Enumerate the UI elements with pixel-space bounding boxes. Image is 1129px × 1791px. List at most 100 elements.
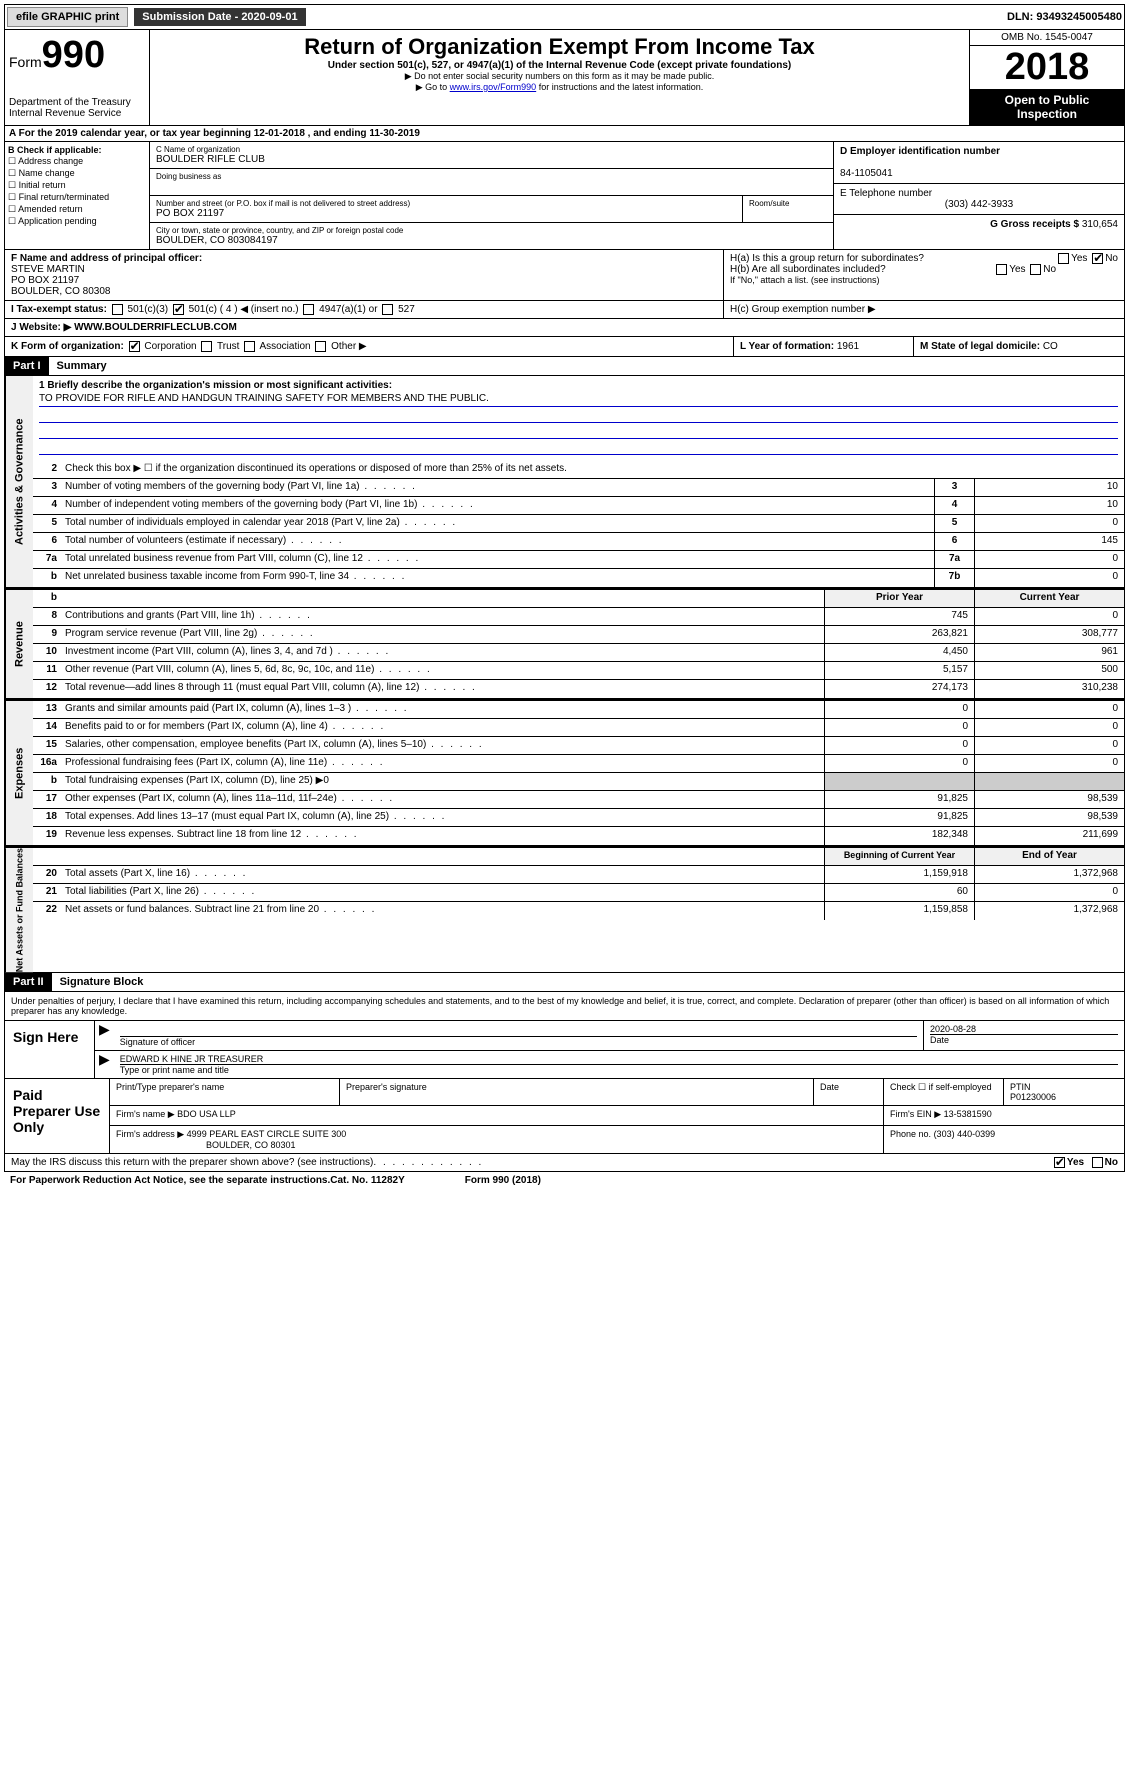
group-exemption-cell: H(c) Group exemption number ▶	[724, 301, 1124, 318]
tax-year: 2018	[970, 46, 1124, 89]
prep-date-header: Date	[814, 1079, 884, 1105]
tax-exempt-cell: I Tax-exempt status: 501(c)(3) 501(c) ( …	[5, 301, 724, 318]
cb-501c[interactable]	[173, 304, 184, 315]
firm-name: BDO USA LLP	[177, 1109, 236, 1119]
cb-other[interactable]	[315, 341, 326, 352]
firm-ein: 13-5381590	[944, 1109, 992, 1119]
part1-header: Part I	[5, 357, 49, 375]
arrow-icon: ▶	[95, 1021, 114, 1050]
discuss-yes[interactable]	[1054, 1157, 1065, 1168]
cb-address-change[interactable]: ☐ Address change	[8, 156, 146, 167]
rev-line: 8Contributions and grants (Part VIII, li…	[33, 608, 1124, 626]
rev-line: 10Investment income (Part VIII, column (…	[33, 644, 1124, 662]
cb-trust[interactable]	[201, 341, 212, 352]
cb-corp[interactable]	[129, 341, 140, 352]
hb-no[interactable]	[1030, 264, 1041, 275]
exp-line: 13Grants and similar amounts paid (Part …	[33, 701, 1124, 719]
gov-line: 3Number of voting members of the governi…	[33, 479, 1124, 497]
cb-501c3[interactable]	[112, 304, 123, 315]
officer-name: STEVE MARTIN	[11, 264, 85, 275]
top-bar: efile GRAPHIC print Submission Date - 20…	[4, 4, 1125, 30]
sign-date: 2020-08-28	[930, 1024, 1118, 1034]
part2-header: Part II	[5, 973, 52, 991]
discuss-no[interactable]	[1092, 1157, 1103, 1168]
cb-amended[interactable]: ☐ Amended return	[8, 204, 146, 215]
cb-assoc[interactable]	[244, 341, 255, 352]
date-label: Date	[930, 1034, 1118, 1045]
gov-line: 2Check this box ▶ ☐ if the organization …	[33, 461, 1124, 479]
dept-label: Department of the Treasury	[9, 97, 145, 108]
cb-initial-return[interactable]: ☐ Initial return	[8, 180, 146, 191]
cb-application-pending[interactable]: ☐ Application pending	[8, 216, 146, 227]
discuss-row: May the IRS discuss this return with the…	[4, 1154, 1125, 1172]
room-suite-cell: Room/suite	[743, 196, 833, 222]
gov-line: 4Number of independent voting members of…	[33, 497, 1124, 515]
officer-cell: F Name and address of principal officer:…	[5, 250, 724, 300]
form-note1: ▶ Do not enter social security numbers o…	[154, 71, 965, 82]
hb-yes[interactable]	[996, 264, 1007, 275]
rev-line: 9Program service revenue (Part VIII, lin…	[33, 626, 1124, 644]
ein-cell: D Employer identification number 84-1105…	[834, 142, 1124, 184]
prep-sig-header: Preparer's signature	[340, 1079, 814, 1105]
exp-line: 15Salaries, other compensation, employee…	[33, 737, 1124, 755]
firm-phone-cell: Phone no. (303) 440-0399	[884, 1126, 1124, 1153]
submission-date: Submission Date - 2020-09-01	[134, 8, 305, 26]
year-formation: L Year of formation: 1961	[734, 337, 914, 356]
exp-line: 18Total expenses. Add lines 13–17 (must …	[33, 809, 1124, 827]
mission-text: TO PROVIDE FOR RIFLE AND HANDGUN TRAININ…	[39, 393, 1118, 407]
paid-preparer-label: Paid Preparer Use Only	[5, 1079, 110, 1153]
irs-label: Internal Revenue Service	[9, 108, 145, 119]
form990-link[interactable]: www.irs.gov/Form990	[450, 82, 537, 92]
officer-printed-name: EDWARD K HINE JR TREASURER	[120, 1054, 1118, 1064]
form-header: Form990 Department of the Treasury Inter…	[4, 30, 1125, 126]
begin-year-header: Beginning of Current Year	[824, 848, 974, 865]
cb-name-change[interactable]: ☐ Name change	[8, 168, 146, 179]
omb-number: OMB No. 1545-0047	[970, 30, 1124, 46]
phone-cell: E Telephone number (303) 442-3933	[834, 184, 1124, 215]
part2-title: Signature Block	[52, 973, 152, 991]
firm-addr1: 4999 PEARL EAST CIRCLE SUITE 300	[187, 1129, 347, 1139]
exp-line: 14Benefits paid to or for members (Part …	[33, 719, 1124, 737]
ha-no[interactable]	[1092, 253, 1103, 264]
efile-badge[interactable]: efile GRAPHIC print	[7, 7, 128, 27]
gov-line: 6Total number of volunteers (estimate if…	[33, 533, 1124, 551]
org-name-cell: C Name of organization BOULDER RIFLE CLU…	[150, 142, 833, 169]
info-grid: B Check if applicable: ☐ Address change …	[4, 142, 1125, 250]
net-line: 20Total assets (Part X, line 16)1,159,91…	[33, 866, 1124, 884]
rev-line: 12Total revenue—add lines 8 through 11 (…	[33, 680, 1124, 698]
city-cell: City or town, state or province, country…	[150, 223, 833, 249]
tax-year-line: A For the 2019 calendar year, or tax yea…	[4, 126, 1125, 142]
exp-label: Expenses	[5, 701, 33, 845]
prep-name-header: Print/Type preparer's name	[110, 1079, 340, 1105]
cat-no: Cat. No. 11282Y	[330, 1175, 404, 1186]
firm-addr2: BOULDER, CO 80301	[206, 1140, 296, 1150]
firm-ein-cell: Firm's EIN ▶ 13-5381590	[884, 1106, 1124, 1125]
exp-line: 17Other expenses (Part IX, column (A), l…	[33, 791, 1124, 809]
footer: For Paperwork Reduction Act Notice, see …	[4, 1172, 1125, 1189]
box-b: B Check if applicable: ☐ Address change …	[5, 142, 150, 249]
current-year-header: Current Year	[974, 590, 1124, 607]
cb-4947[interactable]	[303, 304, 314, 315]
street-address: PO BOX 21197	[156, 208, 736, 219]
org-name: BOULDER RIFLE CLUB	[156, 154, 827, 165]
mission-area: 1 Briefly describe the organization's mi…	[33, 376, 1124, 461]
part1-title: Summary	[49, 357, 115, 375]
ptin-cell: PTINP01230006	[1004, 1079, 1124, 1105]
prior-year-header: Prior Year	[824, 590, 974, 607]
cb-final-return[interactable]: ☐ Final return/terminated	[8, 192, 146, 203]
arrow-icon: ▶	[95, 1051, 114, 1078]
perjury-statement: Under penalties of perjury, I declare th…	[4, 992, 1125, 1021]
rev-line: 11Other revenue (Part VIII, column (A), …	[33, 662, 1124, 680]
prep-selfemp: Check ☐ if self-employed	[884, 1079, 1004, 1105]
form-of-org: K Form of organization: Corporation Trus…	[5, 337, 734, 356]
end-year-header: End of Year	[974, 848, 1124, 865]
cb-527[interactable]	[382, 304, 393, 315]
sign-here-label: Sign Here	[5, 1021, 95, 1078]
pra-notice: For Paperwork Reduction Act Notice, see …	[10, 1175, 330, 1186]
gov-label: Activities & Governance	[5, 376, 33, 587]
name-title-label: Type or print name and title	[120, 1064, 1118, 1075]
ha-yes[interactable]	[1058, 253, 1069, 264]
open-public-badge: Open to Public Inspection	[970, 89, 1124, 125]
exp-line: 16aProfessional fundraising fees (Part I…	[33, 755, 1124, 773]
state-domicile: M State of legal domicile: CO	[914, 337, 1124, 356]
